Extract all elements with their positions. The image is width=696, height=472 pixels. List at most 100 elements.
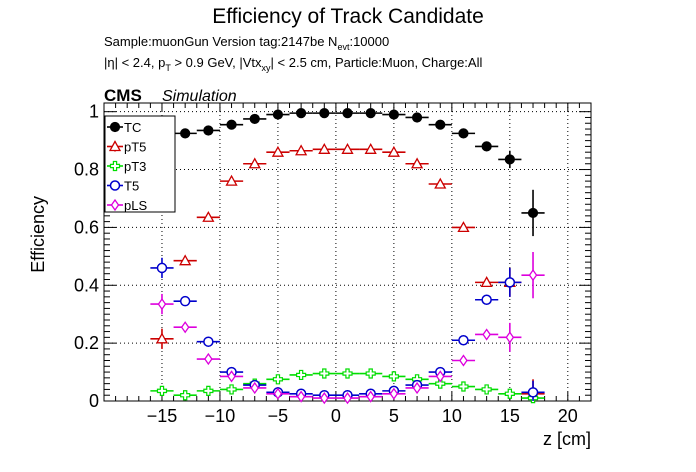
x-tick-label: 15: [500, 406, 520, 426]
x-tick-label: 5: [389, 406, 399, 426]
legend-entry-tc: TC: [107, 120, 141, 135]
data-point: [527, 207, 539, 219]
data-point: [203, 125, 214, 136]
data-point: [180, 321, 190, 334]
data-point: [273, 387, 283, 400]
data-point: [528, 269, 538, 282]
x-tick-label: −10: [205, 406, 236, 426]
legend-marker: [109, 180, 121, 191]
legend: TC pT5 pT3 T5 pLS: [107, 120, 147, 213]
data-point: [227, 370, 236, 383]
subtitle-1-suffix: :10000: [349, 34, 389, 49]
data-point: [156, 262, 168, 274]
cms-label: CMS: [104, 86, 142, 105]
legend-entry-pt5: pT5: [107, 140, 146, 155]
data-point: [411, 112, 423, 123]
legend-marker: [109, 121, 121, 133]
data-point: [250, 381, 260, 395]
data-point: [295, 144, 308, 156]
data-point: [341, 142, 354, 154]
y-tick-label: 1: [89, 102, 99, 122]
legend-entry-pt3: pT3: [107, 159, 146, 174]
x-tick-label: 20: [558, 406, 578, 426]
data-point: [203, 336, 214, 347]
data-point: [296, 390, 306, 403]
data-point: [271, 145, 285, 157]
data-point: [458, 381, 469, 392]
data-point: [410, 157, 424, 169]
legend-entry-t5: T5: [107, 179, 139, 194]
legend-label: T5: [124, 179, 139, 194]
y-tick-label: 0.2: [74, 333, 99, 353]
subtitle-1-prefix: Sample:muonGun Version tag:2147be N: [104, 34, 337, 49]
data-point: [434, 177, 447, 189]
data-point: [504, 154, 515, 165]
data-point: [504, 388, 515, 399]
data-point: [225, 174, 238, 186]
data-point: [458, 334, 469, 346]
data-point: [203, 385, 214, 396]
data-point: [458, 128, 469, 139]
data-point: [179, 295, 191, 307]
y-tick-label: 0: [89, 391, 99, 411]
legend-marker: [110, 198, 120, 212]
y-tick-label: 0.8: [74, 160, 99, 180]
data-point: [319, 108, 330, 119]
data-point: [319, 368, 330, 379]
cms-sublabel: Simulation: [162, 88, 237, 105]
legend-label: pT3: [124, 159, 146, 174]
legend-entry-pls: pLS: [107, 198, 147, 213]
subtitle-2-eta: |η| < 2.4, p: [104, 55, 165, 70]
y-axis-label: Efficiency: [28, 196, 48, 273]
data-point: [179, 254, 192, 266]
data-point: [389, 387, 399, 400]
data-point: [157, 297, 167, 311]
data-point: [248, 157, 261, 169]
data-point: [481, 294, 492, 305]
legend-label: pT5: [124, 140, 146, 155]
chart-subtitle-2: |η| < 2.4, pT > 0.9 GeV, |Vtxxy| < 2.5 c…: [104, 55, 482, 73]
data-point: [296, 369, 307, 381]
x-tick-label: 10: [442, 406, 462, 426]
data-point: [226, 119, 237, 130]
data-point: [204, 352, 213, 366]
data-point: [156, 385, 168, 396]
data-point: [480, 276, 493, 288]
data-point: [365, 108, 376, 119]
legend-label: pLS: [124, 198, 147, 213]
data-point: [527, 387, 539, 398]
data-point: [435, 378, 446, 389]
x-tick-label: −15: [147, 406, 178, 426]
chart-subtitle-1: Sample:muonGun Version tag:2147be Nevt:1…: [104, 34, 389, 52]
y-tick-label: 0.4: [74, 275, 99, 295]
data-point: [504, 277, 516, 288]
data-point: [155, 332, 169, 344]
data-point: [435, 119, 446, 130]
data-point: [457, 221, 470, 233]
subtitle-2-rest: | < 2.5 cm, Particle:Muon, Charge:All: [271, 55, 483, 70]
subtitle-1-subscript: evt: [337, 42, 350, 52]
y-tick-label: 0.6: [74, 217, 99, 237]
data-point: [387, 145, 400, 157]
legend-marker: [108, 140, 122, 152]
data-point: [342, 108, 353, 119]
data-point: [342, 368, 353, 379]
subtitle-2-pt-sub: T: [165, 63, 171, 73]
data-point: [180, 128, 191, 139]
data-point: [226, 384, 237, 395]
data-point: [272, 374, 284, 385]
data-point: [202, 210, 215, 222]
data-point: [296, 108, 307, 119]
data-point: [180, 390, 191, 401]
x-tick-label: 0: [331, 406, 341, 426]
data-point: [365, 368, 376, 379]
x-tick-label: −5: [268, 406, 289, 426]
data-point: [412, 381, 422, 395]
data-point: [435, 370, 445, 383]
data-point: [459, 354, 468, 367]
data-point: [343, 391, 352, 405]
data-point: [318, 142, 331, 154]
series-layer: [150, 108, 545, 405]
data-point: [505, 331, 515, 344]
axes-layer: −15 −10 −5 0 5 10 15 20 0 0.2 0.4 0.6 0.8 1: [74, 102, 592, 426]
